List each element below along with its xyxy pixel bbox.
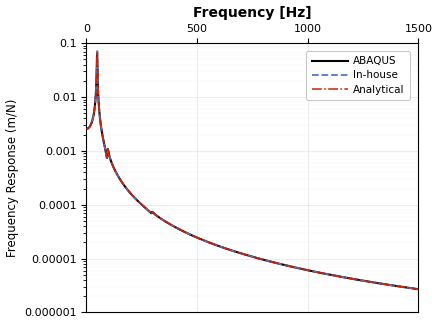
Analytical [84, 127, 89, 131]
Analytical [332, 273, 337, 277]
In-house [145, 207, 150, 211]
Analytical [357, 278, 362, 282]
Line: ABAQUS: ABAQUS [87, 52, 418, 289]
Legend: ABAQUS, In-house, Analytical: ABAQUS, In-house, Analytical [306, 51, 410, 100]
Analytical [211, 242, 216, 246]
Analytical [145, 207, 150, 211]
In-house [300, 267, 305, 271]
In-house [416, 287, 421, 291]
In-house [95, 50, 100, 53]
Y-axis label: Frequency Response (m/N): Frequency Response (m/N) [6, 98, 18, 257]
ABAQUS [283, 263, 288, 267]
Analytical [416, 287, 421, 291]
Analytical [300, 267, 305, 271]
ABAQUS [211, 242, 216, 246]
In-house [84, 127, 89, 131]
ABAQUS [357, 278, 362, 282]
Title: Frequency [Hz]: Frequency [Hz] [193, 6, 312, 19]
In-house [332, 273, 337, 277]
Line: In-house: In-house [87, 52, 418, 289]
In-house [357, 278, 362, 282]
ABAQUS [145, 207, 150, 211]
In-house [283, 263, 288, 267]
ABAQUS [416, 287, 421, 291]
In-house [211, 242, 216, 246]
ABAQUS [84, 127, 89, 131]
Analytical [283, 263, 288, 267]
ABAQUS [300, 267, 305, 271]
ABAQUS [332, 273, 337, 277]
Line: Analytical: Analytical [87, 52, 418, 289]
Analytical [95, 50, 100, 53]
ABAQUS [95, 50, 100, 53]
